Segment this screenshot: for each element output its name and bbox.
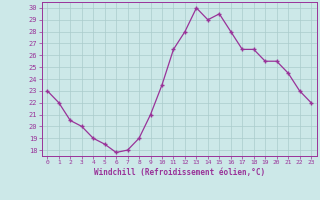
X-axis label: Windchill (Refroidissement éolien,°C): Windchill (Refroidissement éolien,°C) (94, 168, 265, 177)
